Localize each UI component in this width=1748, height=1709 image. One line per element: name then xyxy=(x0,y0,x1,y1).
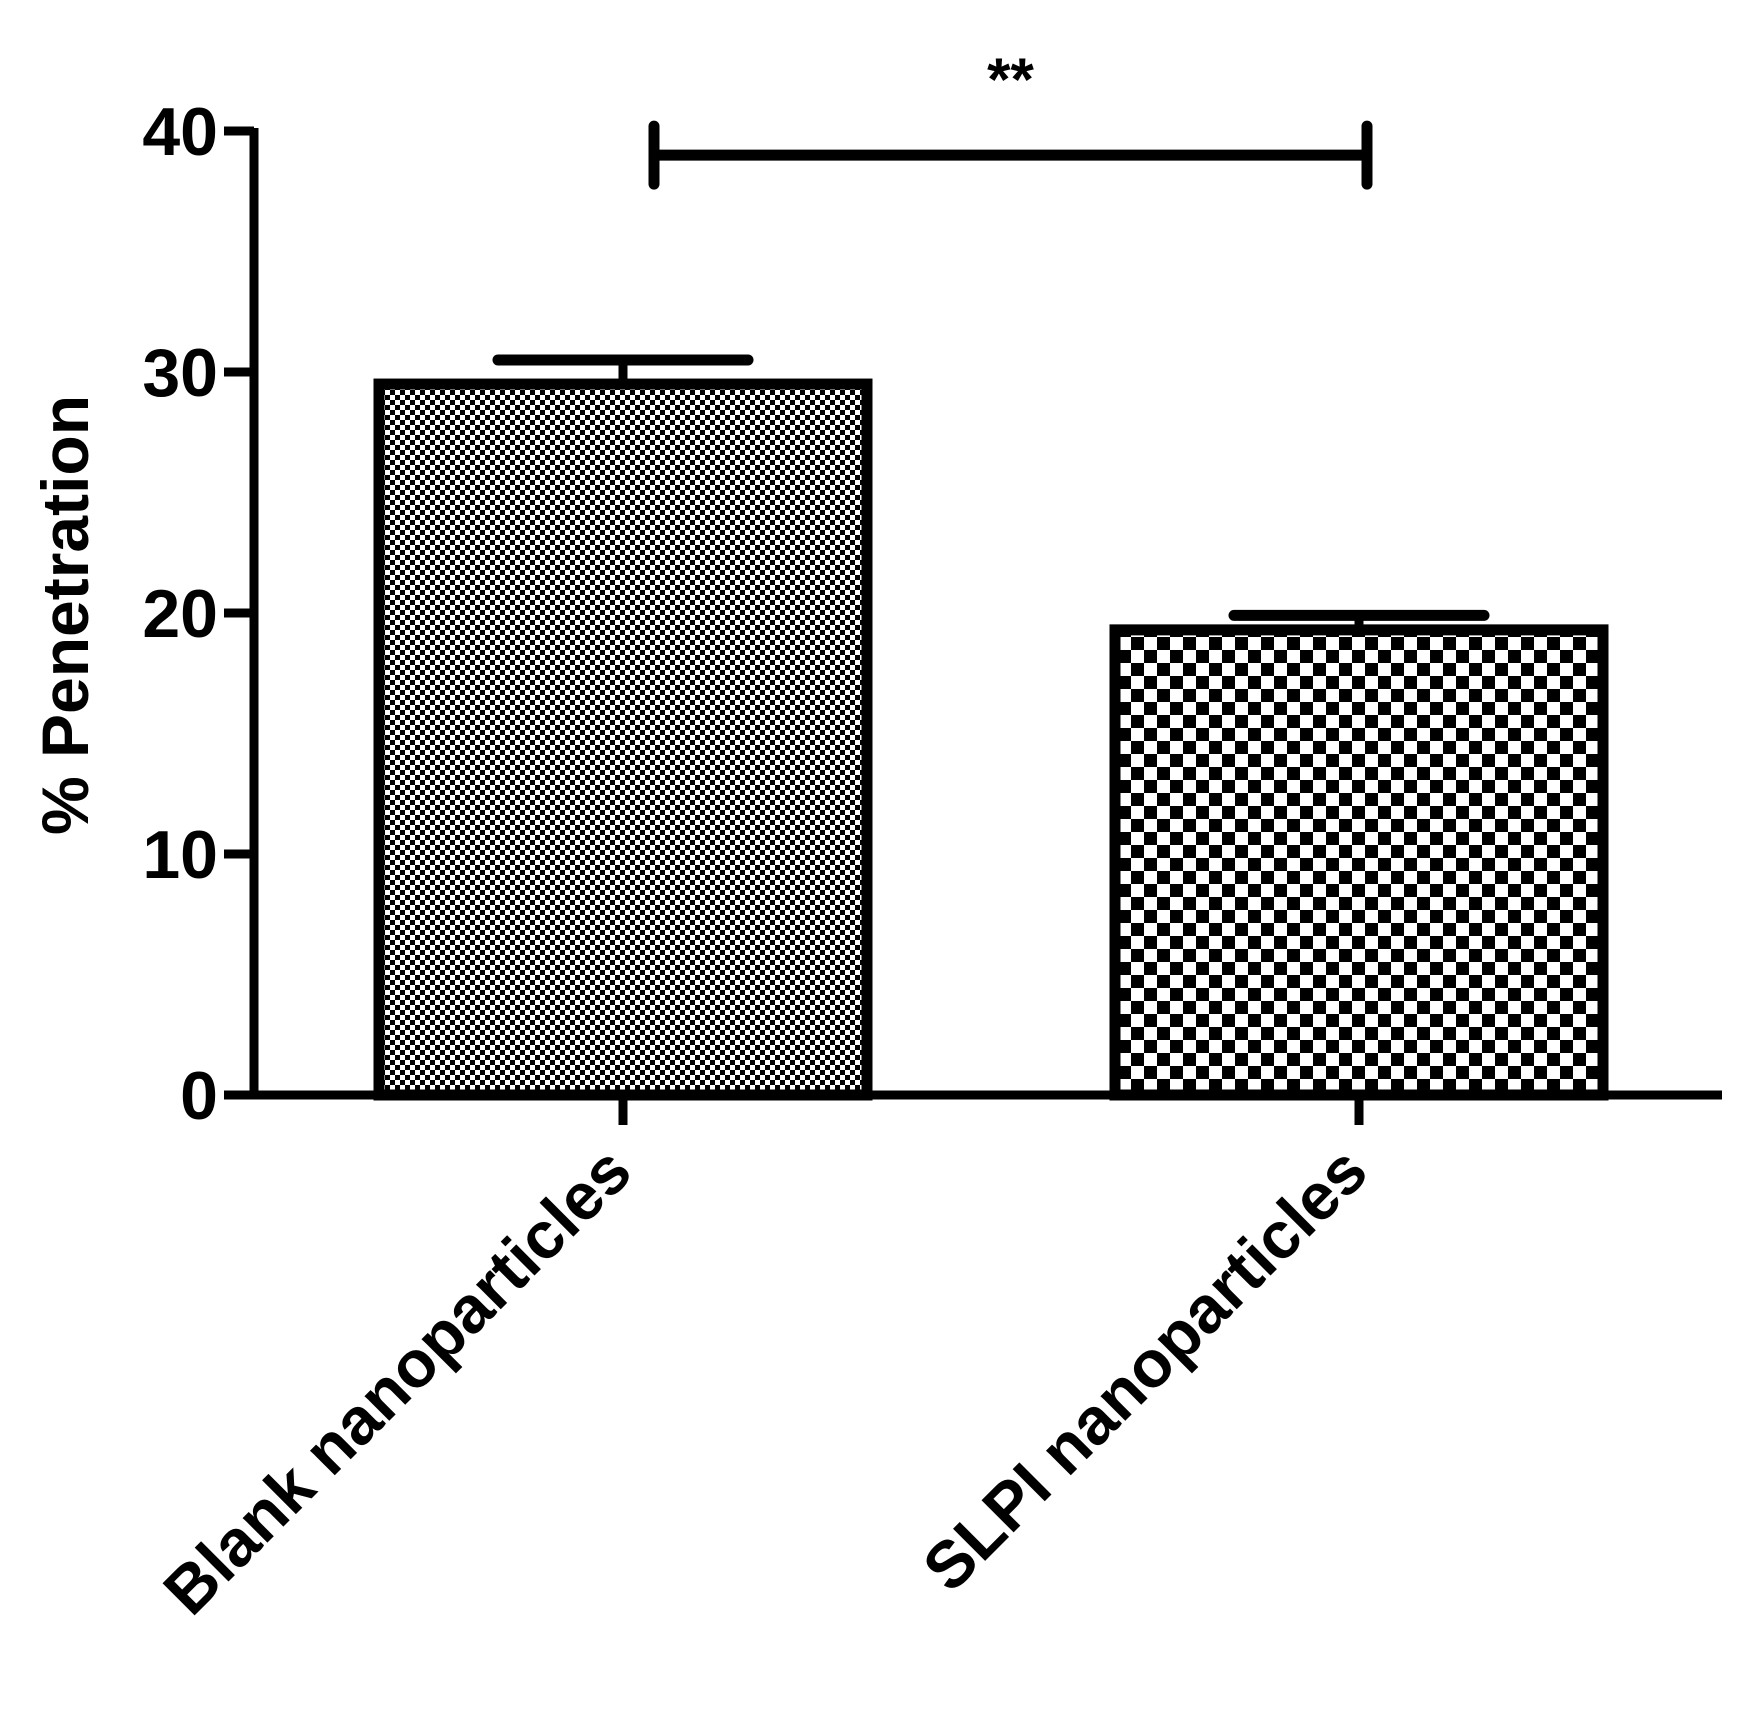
y-tick-label: 0 xyxy=(180,1058,218,1134)
bars xyxy=(373,378,1609,1101)
y-axis-label: % Penetration xyxy=(28,395,102,835)
y-tick-label: 30 xyxy=(142,335,218,411)
significance-label: ** xyxy=(987,46,1034,113)
bar xyxy=(1109,624,1609,1101)
y-tick-label: 10 xyxy=(142,817,218,893)
x-ticks: Blank nanoparticles SLPI nanoparticles xyxy=(149,1095,1381,1628)
y-ticks: 0 10 20 30 40 xyxy=(142,94,254,1134)
x-tick-label: Blank nanoparticles xyxy=(149,1133,645,1629)
bar xyxy=(373,378,873,1101)
y-tick-label: 40 xyxy=(142,94,218,170)
x-tick-label: SLPI nanoparticles xyxy=(908,1133,1380,1605)
y-tick-label: 20 xyxy=(142,576,218,652)
error-bars xyxy=(492,354,1490,630)
significance-annotation: ** xyxy=(648,46,1373,190)
